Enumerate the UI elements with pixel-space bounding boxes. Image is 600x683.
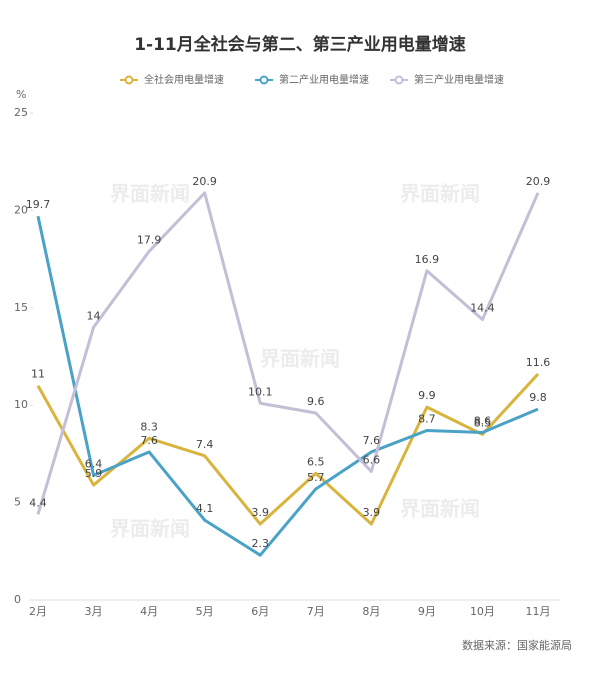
data-label: 7.6 bbox=[363, 434, 381, 447]
legend-marker bbox=[124, 75, 134, 85]
data-label: 11 bbox=[31, 368, 45, 381]
data-label: 3.9 bbox=[251, 506, 269, 519]
data-label: 6.4 bbox=[85, 457, 103, 470]
data-label: 7.6 bbox=[140, 434, 158, 447]
series-line bbox=[36, 215, 539, 557]
legend-item: 第三产业用电量增速 bbox=[390, 73, 504, 86]
data-label: 4.1 bbox=[196, 502, 214, 515]
legend-marker bbox=[259, 75, 269, 85]
chart-title: 1-11月全社会与第二、第三产业用电量增速 bbox=[134, 34, 466, 55]
data-label: 5.9 bbox=[85, 467, 103, 480]
watermark: 界面新闻 bbox=[110, 517, 190, 541]
data-label: 7.4 bbox=[196, 438, 214, 451]
data-label: 6.6 bbox=[363, 453, 381, 466]
data-label: 9.8 bbox=[529, 391, 547, 404]
data-label: 8.3 bbox=[140, 420, 158, 433]
series-line bbox=[36, 191, 540, 515]
y-tick-label: 20 bbox=[14, 203, 28, 216]
y-tick-label: 5 bbox=[14, 496, 21, 509]
legend-label: 全社会用电量增速 bbox=[144, 73, 224, 86]
y-tick-label: 15 bbox=[14, 301, 28, 314]
y-axis-label: % bbox=[16, 88, 26, 101]
x-tick-label: 5月 bbox=[196, 605, 214, 618]
legend-marker bbox=[394, 75, 404, 85]
y-tick-label: 10 bbox=[14, 398, 28, 411]
x-tick-label: 2月 bbox=[29, 605, 47, 618]
watermark: 界面新闻 bbox=[400, 182, 480, 206]
data-label: 9.9 bbox=[418, 389, 436, 402]
data-label: 20.9 bbox=[526, 175, 551, 188]
series-line bbox=[36, 373, 540, 526]
x-tick-label: 11月 bbox=[526, 605, 551, 618]
x-tick-label: 9月 bbox=[418, 605, 436, 618]
data-label: 19.7 bbox=[26, 198, 51, 211]
data-label: 14 bbox=[87, 309, 101, 322]
data-label: 11.6 bbox=[526, 356, 551, 369]
data-label: 5.7 bbox=[307, 471, 325, 484]
data-label: 4.4 bbox=[29, 496, 47, 509]
legend-label: 第三产业用电量增速 bbox=[414, 73, 504, 86]
watermark: 界面新闻 bbox=[400, 497, 480, 521]
legend-item: 第二产业用电量增速 bbox=[255, 73, 369, 86]
data-label: 6.5 bbox=[307, 455, 325, 468]
data-label: 14.4 bbox=[470, 301, 495, 314]
watermark: 界面新闻 bbox=[110, 182, 190, 206]
x-tick-label: 6月 bbox=[251, 605, 269, 618]
data-label: 3.9 bbox=[363, 506, 381, 519]
legend-label: 第二产业用电量增速 bbox=[279, 73, 369, 86]
x-tick-label: 3月 bbox=[85, 605, 103, 618]
watermark: 界面新闻 bbox=[260, 347, 340, 371]
data-label: 9.6 bbox=[307, 395, 325, 408]
data-label: 8.6 bbox=[474, 414, 492, 427]
data-label: 2.3 bbox=[251, 537, 269, 550]
data-label: 16.9 bbox=[415, 253, 440, 266]
x-tick-label: 4月 bbox=[140, 605, 158, 618]
legend-item: 全社会用电量增速 bbox=[120, 73, 224, 86]
y-tick-label: 25 bbox=[14, 106, 28, 119]
data-label: 17.9 bbox=[137, 233, 162, 246]
x-tick-label: 8月 bbox=[362, 605, 380, 618]
y-tick-label: 0 bbox=[14, 593, 21, 606]
data-label: 20.9 bbox=[192, 175, 217, 188]
x-tick-label: 10月 bbox=[470, 605, 495, 618]
data-label: 8.5 bbox=[474, 416, 492, 429]
source: 数据来源：国家能源局 bbox=[462, 638, 572, 652]
x-tick-label: 7月 bbox=[307, 605, 325, 618]
data-label: 10.1 bbox=[248, 385, 273, 398]
data-label: 8.7 bbox=[418, 413, 436, 426]
